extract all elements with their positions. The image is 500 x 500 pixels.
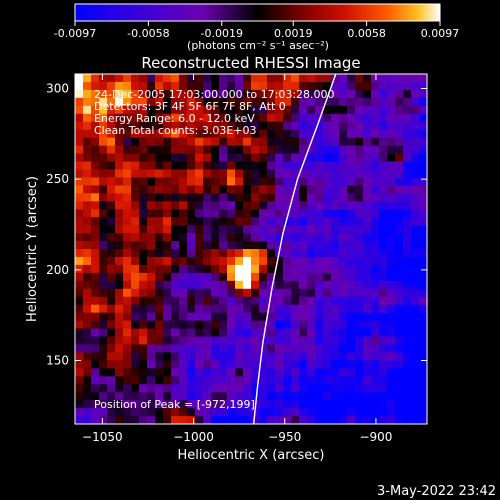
x-tick-label: −900 [359,430,392,444]
x-tick-label: −950 [268,430,301,444]
annotation-line: Detectors: 3F 4F 5F 6F 7F 8F, Att 0 [94,100,286,113]
annotation-line: Energy Range: 6.0 - 12.0 keV [94,112,255,125]
colorbar-tick-label: 0.0097 [421,27,460,40]
x-axis-label: Heliocentric X (arcsec) [178,448,325,463]
heatmap-image [75,74,427,424]
y-tick-label: 300 [46,82,69,96]
y-tick-label: 150 [46,354,69,368]
peak-position-label: Position of Peak = [-972,199] [94,398,255,411]
y-axis-label: Heliocentric Y (arcsec) [25,176,40,322]
y-tick-label: 200 [46,263,69,277]
colorbar-frame [74,3,441,22]
x-tick-label: −1050 [82,430,123,444]
annotation-line: 24-Dec-2005 17:03:00.000 to 17:03:28.000 [94,88,335,101]
solar-limb-line [253,74,337,424]
colorbar [75,4,440,21]
colorbar-tick-label: -0.0097 [54,27,96,40]
x-tick-label: −1000 [173,430,214,444]
colorbar-tick-label: -0.0058 [127,27,169,40]
colorbar-units-label: (photons cm⁻² s⁻¹ asec⁻²) [187,39,329,52]
annotation-line: Clean Total counts: 3.03E+03 [94,124,257,137]
colorbar-tick-label: -0.0019 [201,27,243,40]
footer-timestamp: 3-May-2022 23:42 [377,484,496,499]
colorbar-tick-label: 0.0058 [347,27,386,40]
plot-frame [74,73,428,425]
annotation-block: 24-Dec-2005 17:03:00.000 to 17:03:28.000… [94,88,335,137]
chart-title: Reconstructed RHESSI Image [141,54,360,72]
y-tick-label: 250 [46,172,69,186]
colorbar-tick-label: 0.0019 [274,27,313,40]
